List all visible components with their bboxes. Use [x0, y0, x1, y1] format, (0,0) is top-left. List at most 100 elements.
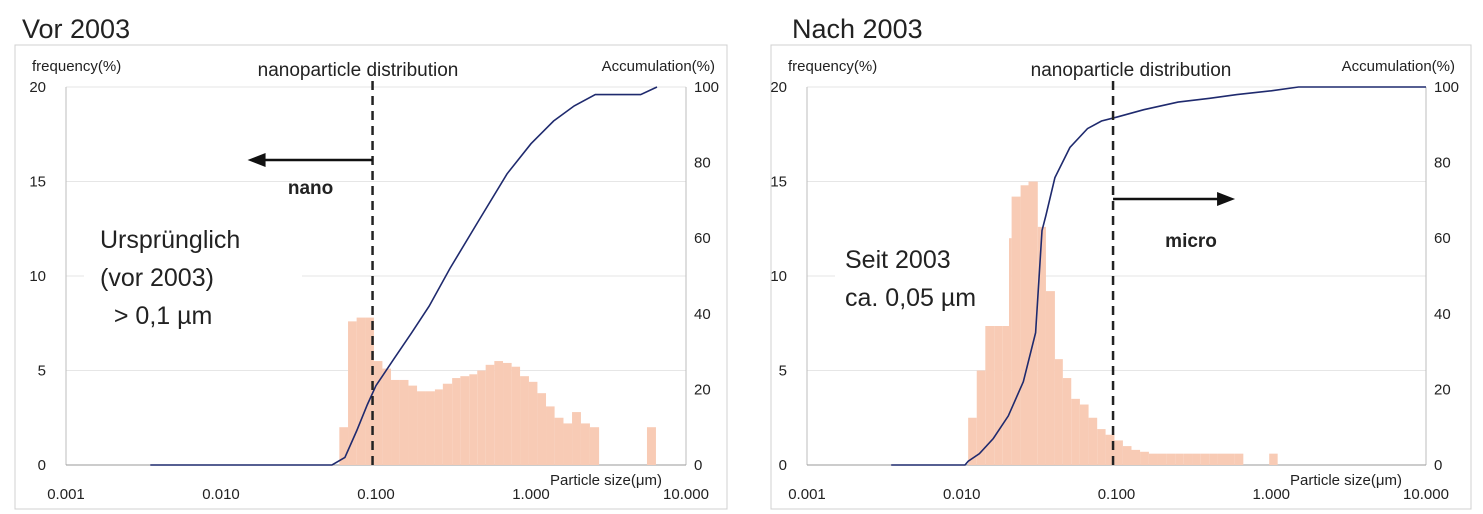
bar	[976, 370, 986, 465]
bar	[1234, 453, 1244, 465]
x-axis-label: Particle size(μm)	[1290, 472, 1402, 489]
y-left-tick-label: 0	[38, 457, 46, 474]
y-right-tick-label: 40	[694, 306, 711, 323]
bar	[528, 381, 538, 465]
chart-panel-before-2003: Vor 2003 nano Ursprünglich (vor 2003) > 0,…	[0, 0, 741, 514]
accumulation-line	[891, 86, 1426, 466]
y-axis-left-label: frequency(%)	[32, 58, 121, 75]
y-left-tick-label: 5	[779, 363, 787, 380]
bar	[985, 313, 995, 465]
bar	[1037, 226, 1046, 465]
bar	[1217, 453, 1226, 465]
y-left-tick-label: 20	[770, 79, 787, 96]
arrow-label: nano	[288, 178, 333, 199]
bar	[1071, 398, 1080, 465]
panel-heading: Nach 2003	[792, 14, 923, 44]
chart-frame	[770, 44, 1472, 510]
y-axis-left-label: frequency(%)	[788, 58, 877, 75]
x-axis-label: Particle size(μm)	[550, 472, 662, 489]
bar	[494, 361, 504, 465]
bar	[1020, 185, 1029, 465]
annotation-text: (vor 2003)	[100, 264, 214, 292]
bar	[417, 391, 426, 465]
x-tick-label: 1.000	[1252, 486, 1290, 503]
bar	[520, 376, 529, 465]
bar	[1054, 359, 1063, 465]
bar	[1011, 196, 1021, 465]
y-left-tick-label: 10	[29, 268, 46, 285]
x-tick-label: 10.000	[663, 486, 709, 503]
annotation-box	[835, 232, 1009, 326]
bar	[1192, 453, 1201, 465]
bar	[580, 423, 590, 465]
arrow-head	[247, 153, 266, 167]
y-right-tick-label: 0	[694, 457, 702, 474]
chart-frame	[14, 44, 728, 510]
bar	[1131, 449, 1141, 465]
bar	[1225, 453, 1235, 465]
y-right-tick-label: 80	[694, 155, 711, 172]
bar	[1105, 434, 1115, 465]
bar	[1148, 453, 1158, 465]
bar	[537, 393, 547, 465]
annotation-text: ca. 0,05 µm	[845, 284, 976, 312]
x-tick-label: 0.100	[1098, 486, 1136, 503]
x-tick-label: 0.001	[47, 486, 85, 503]
annotation-text: Seit 2003	[845, 246, 951, 274]
bar	[1157, 453, 1167, 465]
bar	[477, 370, 486, 465]
annotation-text: > 0,1 µm	[100, 302, 212, 330]
bar	[425, 391, 435, 465]
bar	[546, 406, 555, 465]
bar	[1062, 378, 1072, 465]
bar	[1269, 453, 1278, 465]
bar	[469, 374, 478, 465]
bar	[1028, 181, 1038, 465]
bar	[373, 361, 383, 465]
bar	[1175, 453, 1184, 465]
bar	[1209, 453, 1218, 465]
bar	[408, 385, 418, 465]
bar	[1088, 417, 1098, 465]
chart-svg: nano Ursprünglich (vor 2003) > 0,1 µm nanop…	[14, 44, 728, 510]
y-right-tick-label: 20	[694, 381, 711, 398]
y-axis-right-label: Accumulation(%)	[602, 58, 715, 75]
bar	[1002, 238, 1012, 465]
y-left-tick-label: 0	[779, 457, 787, 474]
bar	[1183, 453, 1193, 465]
annotation-text: Ursprünglich	[100, 226, 240, 254]
chart-title: nanoparticle distribution	[1031, 60, 1232, 81]
bar	[460, 376, 470, 465]
x-tick-label: 0.010	[202, 486, 240, 503]
y-left-tick-label: 20	[29, 79, 46, 96]
y-left-tick-label: 5	[38, 363, 46, 380]
chart-title: nanoparticle distribution	[258, 60, 459, 81]
bar	[399, 379, 409, 465]
y-left-tick-label: 15	[770, 174, 787, 191]
x-tick-label: 0.001	[788, 486, 826, 503]
y-right-tick-label: 60	[1434, 230, 1451, 247]
y-right-tick-label: 100	[694, 79, 719, 96]
bar	[348, 321, 357, 465]
bar	[485, 364, 495, 465]
y-right-tick-label: 40	[1434, 306, 1451, 323]
arrow-label: micro	[1165, 231, 1217, 252]
bar	[442, 383, 453, 465]
arrow-head	[1217, 192, 1236, 206]
bar	[1122, 446, 1132, 465]
y-right-tick-label: 0	[1434, 457, 1442, 474]
y-right-tick-label: 20	[1434, 381, 1451, 398]
bar	[554, 417, 564, 465]
x-tick-label: 0.100	[357, 486, 395, 503]
bar	[1045, 291, 1055, 465]
y-right-tick-label: 100	[1434, 79, 1459, 96]
annotation-box	[84, 202, 302, 344]
bar	[1097, 429, 1106, 465]
y-right-tick-label: 80	[1434, 155, 1451, 172]
bar	[589, 427, 600, 465]
bar	[503, 362, 512, 465]
bar	[968, 417, 977, 465]
y-left-tick-label: 15	[29, 174, 46, 191]
bar-series	[339, 317, 656, 465]
bar	[365, 317, 374, 465]
